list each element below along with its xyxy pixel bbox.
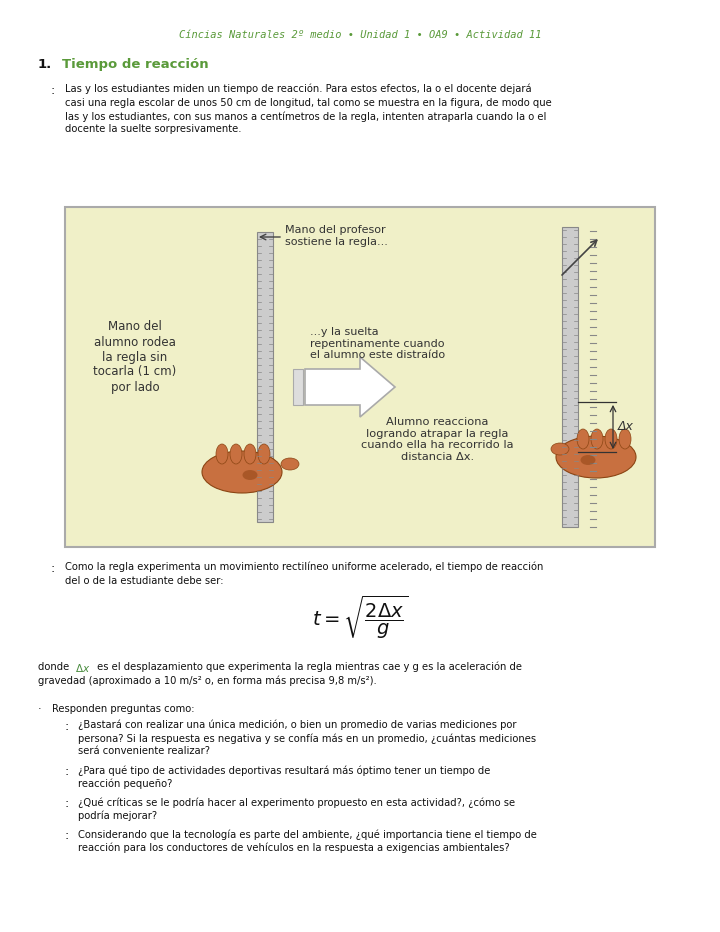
- Bar: [257, 232, 273, 522]
- Text: :: :: [65, 797, 69, 810]
- Ellipse shape: [591, 429, 603, 449]
- Text: ¿Qué críticas se le podría hacer al experimento propuesto en esta actividad?, ¿c: ¿Qué críticas se le podría hacer al expe…: [78, 797, 515, 807]
- Text: reacción pequeño?: reacción pequeño?: [78, 778, 172, 789]
- Text: Tiempo de reacción: Tiempo de reacción: [62, 58, 209, 71]
- Ellipse shape: [243, 470, 258, 480]
- Ellipse shape: [281, 458, 299, 470]
- Text: es el desplazamiento que experimenta la regla mientras cae y g es la aceleración: es el desplazamiento que experimenta la …: [94, 662, 522, 673]
- Text: :: :: [50, 562, 54, 575]
- Text: reacción para los conductores de vehículos en la respuesta a exigencias ambienta: reacción para los conductores de vehícul…: [78, 843, 510, 853]
- Text: Las y los estudiantes miden un tiempo de reacción. Para estos efectos, la o el d: Las y los estudiantes miden un tiempo de…: [65, 84, 531, 94]
- Ellipse shape: [577, 429, 589, 449]
- Text: Mano del profesor
sostiene la regla...: Mano del profesor sostiene la regla...: [285, 225, 388, 247]
- Ellipse shape: [216, 444, 228, 464]
- Ellipse shape: [619, 429, 631, 449]
- Text: Mano del
alumno rodea
la regla sin
tocarla (1 cm)
por lado: Mano del alumno rodea la regla sin tocar…: [94, 321, 176, 393]
- Text: ...y la suelta
repentinamente cuando
el alumno este distraído: ...y la suelta repentinamente cuando el …: [310, 327, 445, 360]
- Text: las y los estudiantes, con sus manos a centímetros de la regla, intenten atrapar: las y los estudiantes, con sus manos a c…: [65, 111, 546, 121]
- Text: Δx: Δx: [618, 420, 634, 433]
- Text: Responden preguntas como:: Responden preguntas como:: [52, 704, 194, 714]
- Text: casi una regla escolar de unos 50 cm de longitud, tal como se muestra en la figu: casi una regla escolar de unos 50 cm de …: [65, 98, 552, 107]
- Ellipse shape: [551, 443, 569, 455]
- Text: gravedad (aproximado a 10 m/s² o, en forma más precisa 9,8 m/s²).: gravedad (aproximado a 10 m/s² o, en for…: [38, 676, 377, 686]
- Text: :: :: [65, 829, 69, 842]
- Text: :: :: [65, 765, 69, 778]
- Ellipse shape: [230, 444, 242, 464]
- Text: Como la regla experimenta un movimiento rectilíneo uniforme acelerado, el tiempo: Como la regla experimenta un movimiento …: [65, 562, 544, 572]
- Text: Cíncias Naturales 2º medio • Unidad 1 • OA9 • Actividad 11: Cíncias Naturales 2º medio • Unidad 1 • …: [179, 30, 541, 40]
- Bar: [562, 227, 578, 527]
- Bar: [293, 369, 303, 405]
- Text: podría mejorar?: podría mejorar?: [78, 811, 157, 821]
- Text: docente la suelte sorpresivamente.: docente la suelte sorpresivamente.: [65, 125, 241, 134]
- Text: persona? Si la respuesta es negativa y se confía más en un promedio, ¿cuántas me: persona? Si la respuesta es negativa y s…: [78, 733, 536, 744]
- Text: del o de la estudiante debe ser:: del o de la estudiante debe ser:: [65, 575, 223, 585]
- Text: 1.: 1.: [38, 58, 53, 71]
- Ellipse shape: [605, 429, 617, 449]
- Text: Alumno reacciona
logrando atrapar la regla
cuando ella ha recorrido la
distancia: Alumno reacciona logrando atrapar la reg…: [361, 417, 514, 461]
- Text: ¿Bastará con realizar una única medición, o bien un promedio de varias medicione: ¿Bastará con realizar una única medición…: [78, 720, 516, 730]
- Text: Considerando que la tecnología es parte del ambiente, ¿qué importancia tiene el : Considerando que la tecnología es parte …: [78, 829, 537, 840]
- Text: ¿Para qué tipo de actividades deportivas resultará más óptimo tener un tiempo de: ¿Para qué tipo de actividades deportivas…: [78, 765, 490, 775]
- Ellipse shape: [244, 444, 256, 464]
- Text: :: :: [50, 84, 54, 97]
- Text: donde: donde: [38, 662, 73, 672]
- Text: :: :: [65, 720, 69, 733]
- Ellipse shape: [202, 451, 282, 493]
- Polygon shape: [305, 357, 395, 417]
- Text: $t = \sqrt{\dfrac{2\Delta x}{g}}$: $t = \sqrt{\dfrac{2\Delta x}{g}}$: [312, 594, 408, 640]
- Text: será conveniente realizar?: será conveniente realizar?: [78, 747, 210, 757]
- Bar: [65, 207, 655, 547]
- Ellipse shape: [258, 444, 270, 464]
- Ellipse shape: [580, 455, 595, 465]
- Text: ·: ·: [38, 704, 42, 714]
- Text: $\Delta x$: $\Delta x$: [75, 662, 90, 674]
- Ellipse shape: [556, 436, 636, 478]
